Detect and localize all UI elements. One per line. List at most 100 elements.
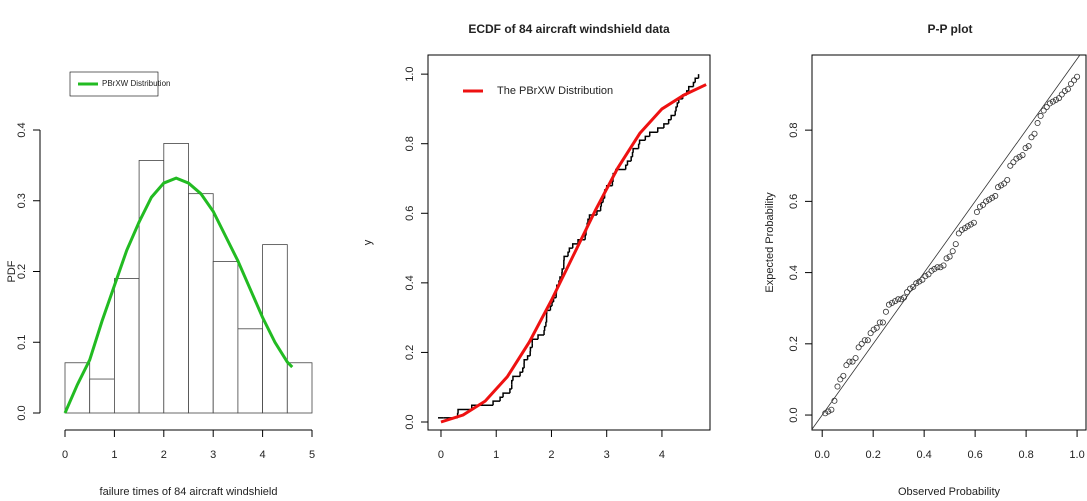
point [1031,130,1038,137]
point [1016,153,1023,160]
ecdf-step [549,305,553,311]
point [873,324,880,331]
point [901,294,908,301]
ecdf-step [687,85,694,91]
y-tick-label: 1.0 [404,66,416,81]
point [885,301,892,308]
point [837,376,844,383]
point [1055,95,1062,102]
ecdf-step [529,346,533,352]
point [1040,107,1047,114]
point [1071,77,1078,84]
y-tick-label: 0.3 [16,193,28,208]
ecdf-step [545,321,547,327]
ecdf-step [543,325,546,331]
chart-title: ECDF of 84 aircraft windshield data [468,22,670,36]
ecdf-step [631,152,634,157]
x-tick-label: 4 [659,449,665,461]
point [976,203,983,210]
point [858,340,865,347]
x-tick-label: 0.0 [815,449,830,461]
point [925,271,932,278]
ecdf-step [561,268,564,273]
ecdf-step [509,388,512,394]
ecdf-step [502,392,510,398]
ecdf-step [512,375,521,381]
point [931,266,938,273]
point [907,285,914,292]
point [952,241,959,248]
point [846,358,853,365]
point [980,201,987,208]
ecdf-step [457,408,472,414]
point [922,273,929,280]
point [904,289,911,296]
y-tick-label: 0.0 [404,414,416,429]
ecdf-step [551,301,554,307]
x-tick-label: 3 [604,449,610,461]
ecdf-step [510,379,513,385]
x-tick-label: 0.8 [1018,449,1033,461]
point [973,209,980,216]
ecdf-step [638,139,646,145]
x-tick-label: 5 [309,449,315,461]
point [955,230,962,237]
point [1061,87,1068,94]
point [855,344,862,351]
point [919,276,926,283]
histogram-bar [138,160,165,414]
point [983,198,990,205]
ecdf-step [644,135,650,141]
x-tick-label: 4 [260,449,266,461]
point [840,372,847,379]
point [895,296,902,303]
y-tick-label: 0.2 [788,336,800,351]
legend-label: The PBrXW Distribution [497,85,613,97]
chart-title: P-P plot [927,22,972,36]
point [1019,152,1026,159]
point [870,326,877,333]
point [1058,91,1065,98]
ecdf-step [692,81,696,87]
ecdf-step [637,143,640,149]
y-tick-label: 0.0 [788,407,800,422]
ecdf-step [694,77,699,83]
ecdf-step [624,164,628,170]
point [1034,120,1041,127]
point [1013,155,1020,162]
ecdf-step [563,255,569,261]
ecdf-step [632,147,639,153]
histogram-bar [212,261,239,414]
histogram-bar [114,278,140,414]
point [825,408,832,415]
ecdf-step [531,338,539,344]
point [1010,159,1017,166]
point [1004,176,1011,183]
reference-line [811,54,1081,430]
x-tick-label: 1 [493,449,499,461]
ecdf-step [602,197,605,203]
x-tick-label: 0.2 [866,449,881,461]
point [916,278,923,285]
plot-box [811,54,1087,431]
point [1074,73,1081,80]
ecdf-step [568,247,573,253]
point [967,221,974,228]
histogram-bar [188,193,214,414]
point [1064,86,1071,93]
ecdf-step [499,396,504,402]
y-tick-label: 0.6 [404,206,416,221]
point [867,330,874,337]
point [834,383,841,390]
point [861,337,868,344]
point [1049,98,1056,105]
point [970,219,977,226]
point [998,182,1005,189]
ecdf-step [584,234,586,240]
point [949,248,956,255]
ecdf-step [675,106,678,112]
histogram-bar [286,362,313,414]
point [940,262,947,269]
point [1043,103,1050,110]
y-tick-label: 0.8 [788,122,800,137]
